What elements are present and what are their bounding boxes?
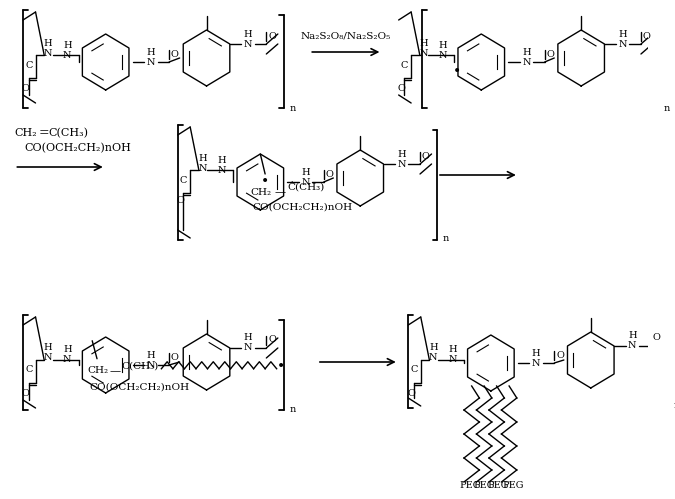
Text: N: N [301, 178, 310, 187]
Text: n: n [290, 103, 296, 112]
Text: H: H [628, 331, 637, 340]
Text: H: H [244, 29, 252, 38]
Text: O: O [268, 335, 276, 344]
Text: O: O [22, 83, 30, 92]
Text: =: = [38, 127, 49, 140]
Text: •: • [261, 175, 269, 189]
Text: N: N [63, 355, 72, 364]
Text: N: N [217, 166, 226, 175]
Text: N: N [439, 50, 447, 59]
Text: PEG: PEG [488, 481, 510, 490]
Text: PEG: PEG [459, 481, 481, 490]
Text: H: H [217, 156, 226, 165]
Text: CH₂: CH₂ [88, 366, 109, 375]
Text: CO(OCH₂CH₂)nOH: CO(OCH₂CH₂)nOH [89, 382, 190, 391]
Text: N: N [44, 48, 52, 57]
Text: N: N [522, 57, 531, 66]
Text: O: O [268, 31, 276, 40]
Text: H: H [398, 150, 406, 159]
Text: H: H [301, 168, 310, 177]
Text: H: H [429, 343, 437, 352]
Text: H: H [146, 47, 155, 56]
Text: O: O [171, 49, 179, 58]
Text: O: O [398, 83, 406, 92]
Text: Na₂S₂O₈/Na₂S₂O₅: Na₂S₂O₈/Na₂S₂O₅ [300, 31, 391, 40]
Text: •: • [277, 360, 286, 374]
Text: N: N [146, 57, 155, 66]
Text: n: n [664, 103, 670, 112]
Text: H: H [146, 350, 155, 359]
Text: C: C [410, 365, 418, 375]
Text: C: C [180, 176, 187, 185]
Text: N: N [244, 39, 252, 48]
Text: O: O [547, 49, 554, 58]
Text: H: H [439, 40, 447, 49]
Text: N: N [628, 341, 637, 350]
Text: O: O [422, 152, 430, 161]
Text: n: n [674, 402, 675, 411]
Text: CH₂: CH₂ [14, 128, 37, 138]
Text: •: • [453, 65, 462, 79]
Text: H: H [63, 345, 72, 354]
Text: n: n [443, 234, 450, 243]
Text: O: O [556, 350, 564, 359]
Text: —: — [109, 366, 121, 376]
Text: O: O [653, 333, 660, 342]
Text: N: N [63, 50, 72, 59]
Text: O: O [643, 31, 651, 40]
Text: PEG: PEG [473, 481, 495, 490]
Text: H: H [532, 348, 540, 357]
Text: H: H [44, 343, 53, 352]
Text: O: O [325, 170, 333, 179]
Text: N: N [419, 48, 428, 57]
Text: N: N [429, 353, 437, 362]
Text: CO(OCH₂CH₂)nOH: CO(OCH₂CH₂)nOH [24, 143, 131, 153]
Text: PEG: PEG [502, 481, 524, 490]
Text: CH₂: CH₂ [250, 188, 272, 197]
Text: N: N [618, 39, 627, 48]
Text: CO(OCH₂CH₂)nOH: CO(OCH₂CH₂)nOH [252, 203, 353, 212]
Text: H: H [522, 47, 531, 56]
Text: N: N [146, 360, 155, 369]
Text: N: N [398, 160, 406, 169]
Text: C: C [25, 365, 32, 375]
Text: N: N [244, 343, 252, 352]
Text: C: C [401, 60, 408, 69]
Text: C(CH₃): C(CH₃) [48, 128, 88, 138]
Text: Ċ(CH₃): Ċ(CH₃) [288, 182, 325, 192]
Text: H: H [198, 154, 207, 163]
Text: C: C [25, 60, 32, 69]
Text: O: O [407, 389, 415, 398]
Text: C(CH₃): C(CH₃) [121, 361, 158, 370]
Text: n: n [290, 406, 296, 415]
Text: H: H [44, 38, 53, 47]
Text: O: O [171, 352, 179, 361]
Text: H: H [448, 345, 457, 354]
Text: H: H [244, 333, 252, 342]
Text: N: N [448, 355, 457, 364]
Text: N: N [44, 353, 52, 362]
Text: —: — [275, 187, 286, 197]
Text: O: O [22, 389, 30, 398]
Text: H: H [419, 38, 428, 47]
Text: H: H [63, 40, 72, 49]
Text: H: H [618, 29, 627, 38]
Text: N: N [198, 164, 207, 173]
Text: O: O [177, 196, 184, 205]
Text: N: N [532, 358, 540, 367]
